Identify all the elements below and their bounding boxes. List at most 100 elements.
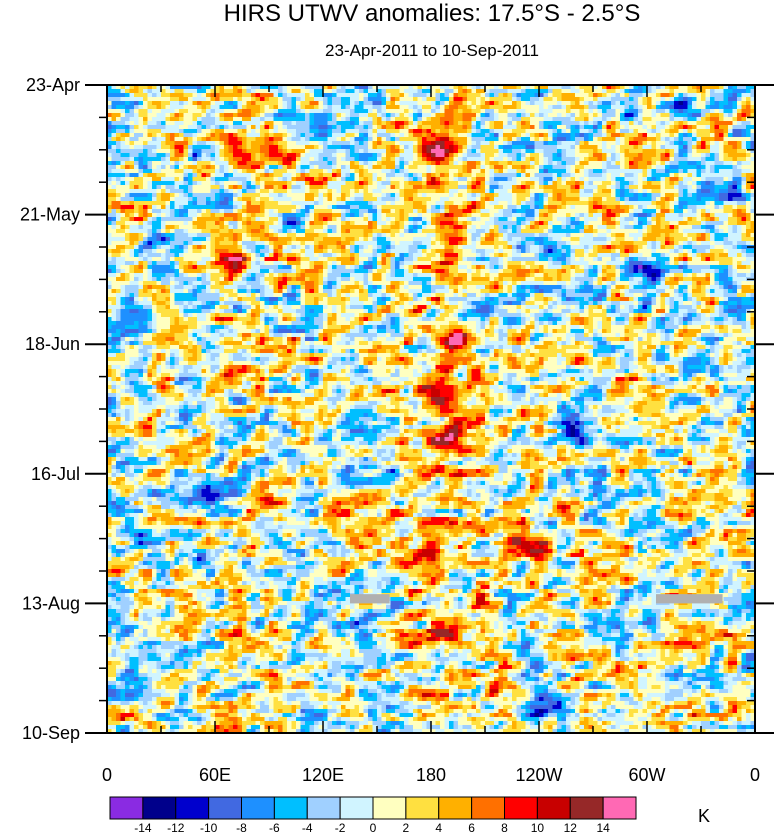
field-cell <box>251 165 257 170</box>
field-cell <box>669 189 675 194</box>
field-cell <box>575 113 581 118</box>
field-cell <box>435 169 441 174</box>
field-cell <box>669 129 675 134</box>
field-cell <box>611 149 617 154</box>
field-cell <box>233 213 239 218</box>
field-cell <box>354 125 360 130</box>
field-cell <box>480 177 486 182</box>
field-cell <box>120 197 126 202</box>
field-cell <box>116 145 122 150</box>
field-cell <box>336 197 342 202</box>
field-cell <box>440 137 446 142</box>
field-cell <box>368 217 374 222</box>
field-cell <box>404 181 410 186</box>
field-cell <box>516 117 522 122</box>
field-cell <box>147 169 153 174</box>
field-cell <box>341 181 347 186</box>
field-cell <box>399 197 405 202</box>
field-cell <box>444 201 450 206</box>
field-cell <box>561 133 567 138</box>
field-cell <box>669 141 675 146</box>
field-cell <box>615 201 621 206</box>
field-cell <box>503 113 509 118</box>
field-cell <box>458 189 464 194</box>
field-cell <box>345 93 351 98</box>
field-cell <box>534 169 540 174</box>
field-cell <box>476 133 482 138</box>
field-cell <box>354 97 360 102</box>
field-cell <box>386 161 392 166</box>
field-cell <box>705 137 711 142</box>
field-cell <box>471 165 477 170</box>
field-cell <box>404 209 410 214</box>
field-cell <box>197 197 203 202</box>
field-cell <box>498 221 504 226</box>
field-cell <box>273 117 279 122</box>
field-cell <box>287 185 293 190</box>
field-cell <box>336 205 342 210</box>
field-cell <box>327 185 333 190</box>
field-cell <box>129 169 135 174</box>
field-cell <box>507 197 513 202</box>
field-cell <box>422 121 428 126</box>
field-cell <box>224 137 230 142</box>
field-cell <box>489 85 495 90</box>
field-cell <box>305 221 311 226</box>
field-cell <box>462 125 468 130</box>
field-cell <box>642 137 648 142</box>
field-cell <box>669 185 675 190</box>
field-cell <box>125 161 131 166</box>
field-cell <box>593 145 599 150</box>
field-cell <box>188 117 194 122</box>
field-cell <box>120 121 126 126</box>
field-cell <box>192 157 198 162</box>
field-cell <box>228 153 234 158</box>
field-cell <box>174 101 180 106</box>
field-cell <box>228 221 234 226</box>
field-cell <box>543 205 549 210</box>
field-cell <box>228 137 234 142</box>
field-cell <box>435 193 441 198</box>
field-cell <box>435 125 441 130</box>
field-cell <box>201 101 207 106</box>
field-cell <box>350 181 356 186</box>
field-cell <box>525 109 531 114</box>
field-cell <box>422 201 428 206</box>
field-cell <box>732 113 738 118</box>
field-cell <box>552 205 558 210</box>
field-cell <box>471 193 477 198</box>
field-cell <box>161 117 167 122</box>
field-cell <box>129 93 135 98</box>
field-cell <box>683 157 689 162</box>
field-cell <box>111 149 117 154</box>
field-cell <box>242 209 248 214</box>
field-cell <box>714 125 720 130</box>
field-cell <box>206 209 212 214</box>
field-cell <box>647 137 653 142</box>
field-cell <box>732 205 738 210</box>
field-cell <box>372 141 378 146</box>
field-cell <box>683 205 689 210</box>
field-cell <box>728 153 734 158</box>
field-cell <box>651 153 657 158</box>
field-cell <box>656 93 662 98</box>
field-cell <box>624 185 630 190</box>
field-cell <box>530 189 536 194</box>
field-cell <box>395 109 401 114</box>
field-cell <box>485 181 491 186</box>
field-cell <box>156 157 162 162</box>
field-cell <box>485 133 491 138</box>
field-cell <box>327 89 333 94</box>
field-cell <box>440 129 446 134</box>
field-cell <box>710 205 716 210</box>
field-cell <box>332 129 338 134</box>
field-cell <box>593 109 599 114</box>
field-cell <box>431 181 437 186</box>
field-cell <box>111 189 117 194</box>
field-cell <box>336 165 342 170</box>
field-cell <box>503 217 509 222</box>
field-cell <box>534 97 540 102</box>
field-cell <box>233 169 239 174</box>
field-cell <box>273 133 279 138</box>
field-cell <box>377 209 383 214</box>
